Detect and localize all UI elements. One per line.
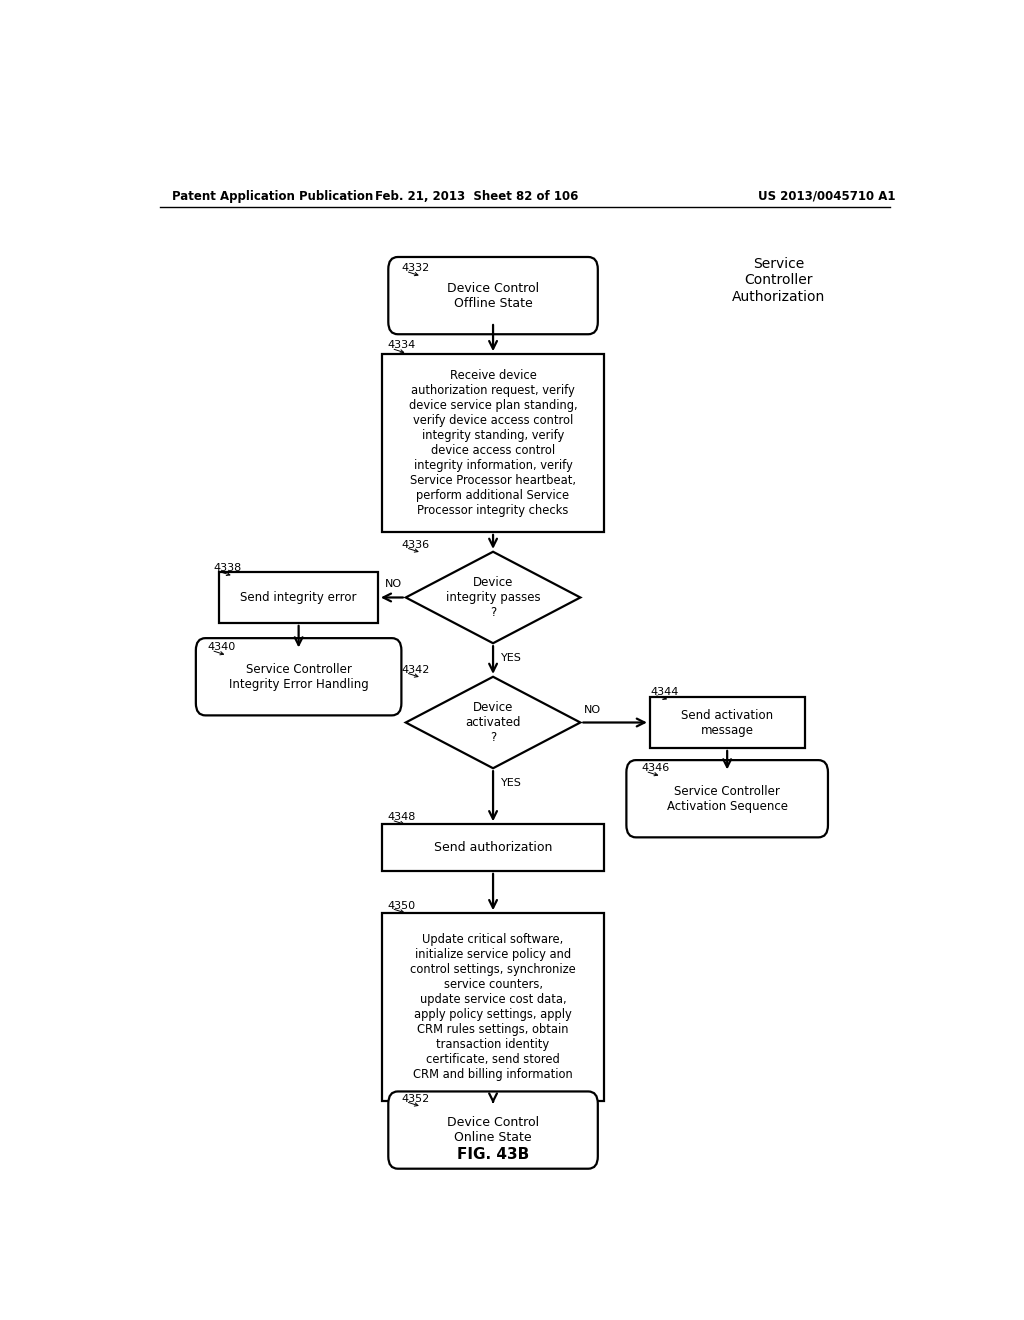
Text: 4336: 4336 bbox=[401, 540, 430, 549]
Bar bbox=[382, 824, 604, 871]
FancyBboxPatch shape bbox=[388, 1092, 598, 1168]
Text: 4348: 4348 bbox=[387, 812, 416, 822]
Text: Device
activated
?: Device activated ? bbox=[465, 701, 521, 744]
Text: Device
integrity passes
?: Device integrity passes ? bbox=[445, 576, 541, 619]
Text: YES: YES bbox=[501, 653, 522, 664]
Bar bbox=[382, 913, 604, 1101]
Text: Send activation
message: Send activation message bbox=[681, 709, 773, 737]
Text: Send authorization: Send authorization bbox=[434, 841, 552, 854]
Text: NO: NO bbox=[585, 705, 601, 715]
Text: NO: NO bbox=[385, 579, 401, 589]
Text: Update critical software,
initialize service policy and
control settings, synchr: Update critical software, initialize ser… bbox=[411, 933, 575, 1081]
Text: Service Controller
Activation Sequence: Service Controller Activation Sequence bbox=[667, 784, 787, 813]
Text: 4344: 4344 bbox=[650, 688, 679, 697]
Bar bbox=[219, 572, 378, 623]
Text: Send integrity error: Send integrity error bbox=[241, 591, 357, 605]
Text: 4346: 4346 bbox=[641, 763, 670, 774]
Text: US 2013/0045710 A1: US 2013/0045710 A1 bbox=[758, 190, 895, 202]
FancyBboxPatch shape bbox=[388, 257, 598, 334]
Text: 4350: 4350 bbox=[387, 900, 416, 911]
Polygon shape bbox=[406, 677, 581, 768]
FancyBboxPatch shape bbox=[196, 638, 401, 715]
Text: Service Controller
Integrity Error Handling: Service Controller Integrity Error Handl… bbox=[228, 663, 369, 690]
Text: Device Control
Online State: Device Control Online State bbox=[447, 1117, 539, 1144]
Text: Feb. 21, 2013  Sheet 82 of 106: Feb. 21, 2013 Sheet 82 of 106 bbox=[376, 190, 579, 202]
Polygon shape bbox=[406, 552, 581, 643]
Bar bbox=[382, 354, 604, 532]
Text: 4352: 4352 bbox=[401, 1094, 430, 1104]
Text: Patent Application Publication: Patent Application Publication bbox=[172, 190, 373, 202]
Text: Device Control
Offline State: Device Control Offline State bbox=[447, 281, 539, 310]
Text: 4334: 4334 bbox=[387, 341, 416, 351]
Text: Receive device
authorization request, verify
device service plan standing,
verif: Receive device authorization request, ve… bbox=[409, 370, 578, 517]
Text: FIG. 43B: FIG. 43B bbox=[457, 1147, 529, 1162]
FancyBboxPatch shape bbox=[627, 760, 828, 837]
Bar bbox=[650, 697, 805, 748]
Text: 4340: 4340 bbox=[207, 643, 236, 652]
Text: 4342: 4342 bbox=[401, 665, 430, 675]
Text: 4338: 4338 bbox=[214, 564, 242, 573]
Text: Service
Controller
Authorization: Service Controller Authorization bbox=[732, 257, 825, 304]
Text: YES: YES bbox=[501, 779, 522, 788]
Text: 4332: 4332 bbox=[401, 263, 430, 273]
